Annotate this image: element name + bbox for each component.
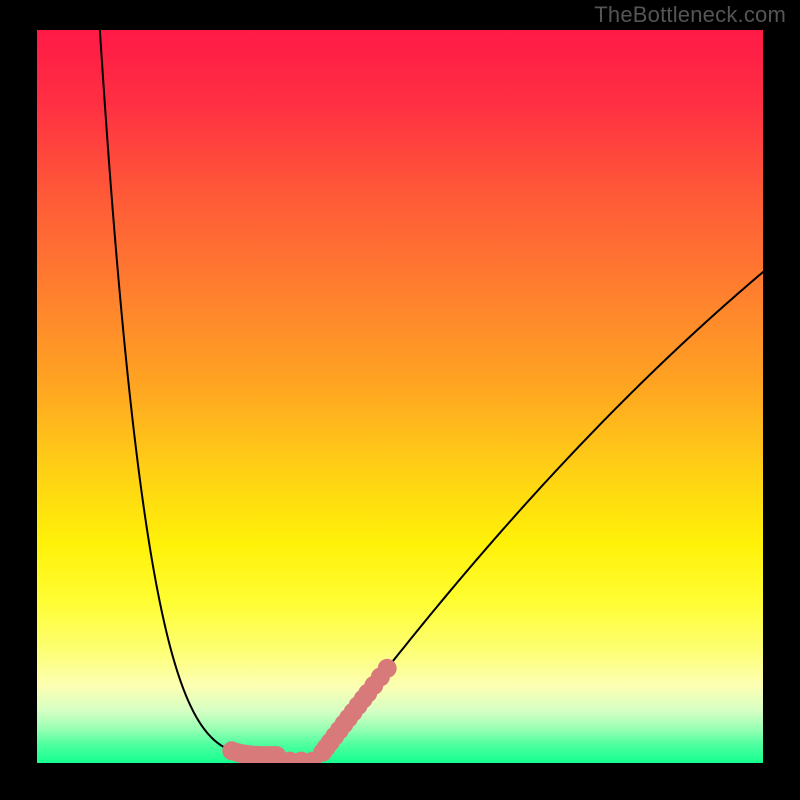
chart-container: TheBottleneck.com (0, 0, 800, 800)
bottleneck-chart (0, 0, 800, 800)
